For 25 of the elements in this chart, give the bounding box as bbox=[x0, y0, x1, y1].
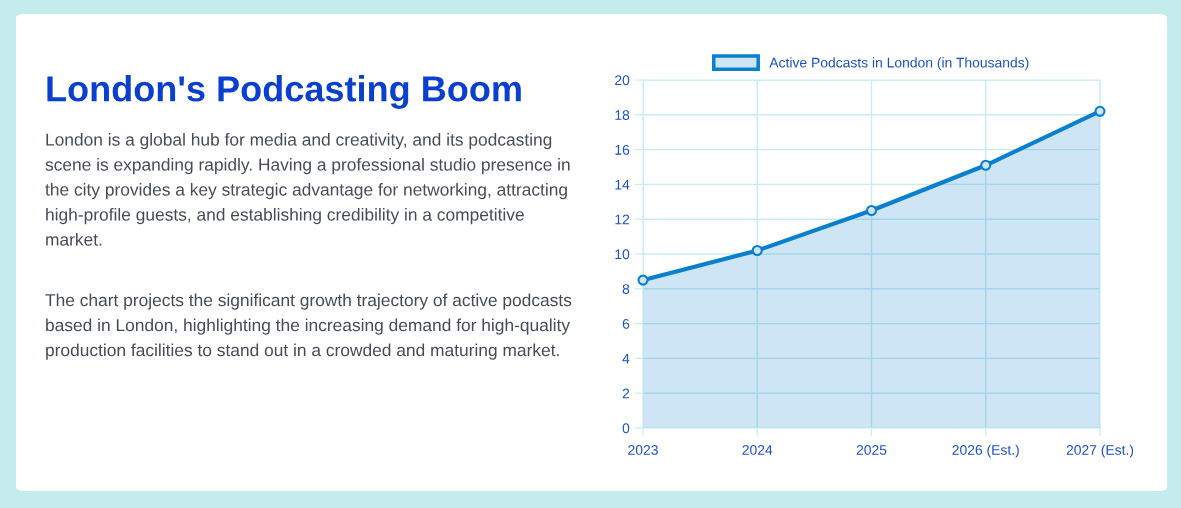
y-tick-label: 8 bbox=[622, 284, 630, 294]
y-tick-label: 6 bbox=[622, 318, 630, 329]
point bbox=[751, 244, 763, 257]
x-tick-label: 2026 (Est.) bbox=[952, 444, 1019, 458]
legend-label: Active Podcasts in London (in Thousands) bbox=[769, 57, 1029, 71]
y-tick-label: 2 bbox=[622, 388, 630, 399]
y-tick-label: 14 bbox=[615, 179, 630, 190]
y-tick-label: 20 bbox=[615, 75, 630, 86]
point bbox=[865, 204, 878, 217]
y-tick-label: 18 bbox=[615, 110, 630, 120]
point bbox=[637, 274, 649, 286]
point bbox=[980, 159, 992, 171]
y-tick-label: 0 bbox=[622, 423, 630, 434]
text: London is a global hub for media and creativity, and its podcasting scene is expanding rapidly. Having a professional studio presence in the city provides a key strategic advantage for networking, attracting high-profile guests, and establishing credibility in a competitive market. bbox=[45, 133, 570, 246]
x-tick-label: 2027 (Est.) bbox=[1066, 444, 1134, 458]
text: The chart projects the significant growth trajectory of active podcasts based in London, highlighting the increasing demand for high-quality production facilities to stand out in a crowded and maturing market. bbox=[45, 293, 572, 360]
x-tick-label: 2025 bbox=[856, 445, 887, 455]
point bbox=[1094, 105, 1106, 117]
text: London's Podcasting Boom bbox=[47, 75, 521, 109]
y-tick-label: 12 bbox=[615, 214, 630, 225]
y-tick-label: 4 bbox=[622, 353, 630, 364]
y-tick-label: 16 bbox=[615, 144, 630, 155]
x-tick-label: 2024 bbox=[742, 445, 773, 455]
x-tick-label: 2023 bbox=[628, 445, 658, 455]
y-tick-label: 10 bbox=[615, 249, 630, 260]
